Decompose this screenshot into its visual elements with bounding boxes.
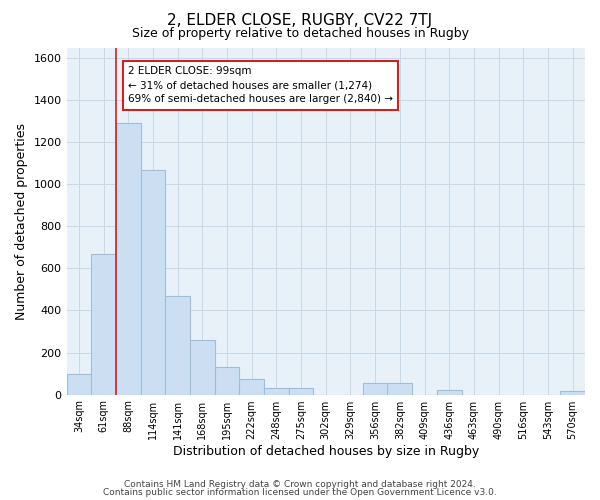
Text: 2, ELDER CLOSE, RUGBY, CV22 7TJ: 2, ELDER CLOSE, RUGBY, CV22 7TJ xyxy=(167,12,433,28)
Bar xyxy=(67,374,91,394)
Text: Contains public sector information licensed under the Open Government Licence v3: Contains public sector information licen… xyxy=(103,488,497,497)
Bar xyxy=(264,388,289,394)
Bar xyxy=(190,340,215,394)
Text: 2 ELDER CLOSE: 99sqm
← 31% of detached houses are smaller (1,274)
69% of semi-de: 2 ELDER CLOSE: 99sqm ← 31% of detached h… xyxy=(128,66,393,104)
Bar xyxy=(560,392,585,394)
Text: Contains HM Land Registry data © Crown copyright and database right 2024.: Contains HM Land Registry data © Crown c… xyxy=(124,480,476,489)
Bar xyxy=(91,254,116,394)
Bar xyxy=(116,123,140,394)
Bar xyxy=(140,170,165,394)
Bar xyxy=(239,379,264,394)
Bar xyxy=(215,367,239,394)
Bar xyxy=(363,383,388,394)
Bar xyxy=(437,390,461,394)
Bar xyxy=(165,296,190,394)
Bar xyxy=(289,388,313,394)
Y-axis label: Number of detached properties: Number of detached properties xyxy=(15,122,28,320)
X-axis label: Distribution of detached houses by size in Rugby: Distribution of detached houses by size … xyxy=(173,444,479,458)
Bar xyxy=(388,383,412,394)
Text: Size of property relative to detached houses in Rugby: Size of property relative to detached ho… xyxy=(131,28,469,40)
